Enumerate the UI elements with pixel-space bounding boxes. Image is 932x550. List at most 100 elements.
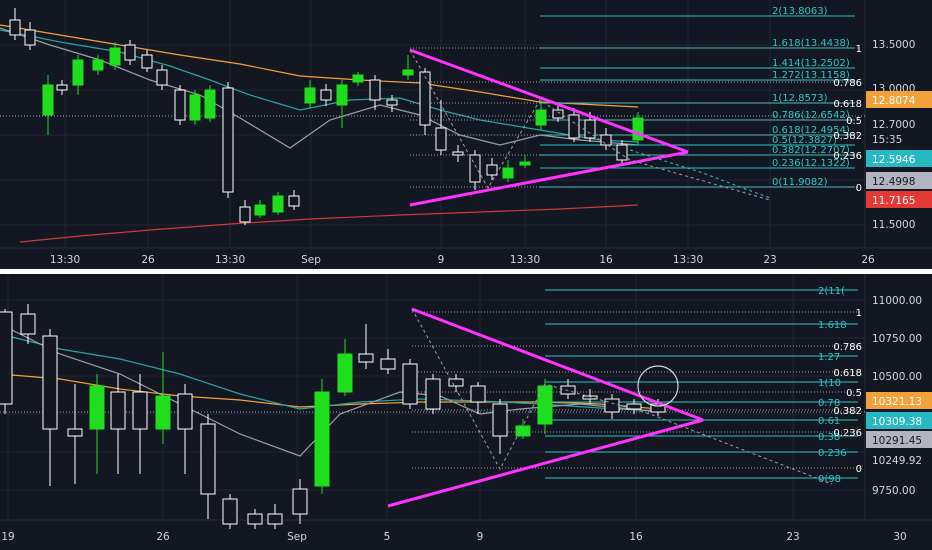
bottom-candle-body: [20, 313, 36, 335]
bottom-candle-body: [492, 403, 508, 437]
bottom-candle-body: [314, 391, 330, 487]
bottom-price-badge-text: 10309.38: [872, 416, 922, 428]
top-fib-ratio-label: 0.236: [833, 151, 862, 162]
top-candles: [9, 8, 644, 225]
top-fib-label: 1(12.8573): [772, 93, 828, 104]
pane-divider[interactable]: [0, 269, 932, 275]
bottom-triangle-pattern[interactable]: [387, 307, 704, 508]
top-candle-body: [42, 84, 54, 116]
top-zigzag-dashed: [409, 49, 771, 201]
top-candle-body: [402, 69, 414, 76]
bottom-time-label: 16: [629, 531, 643, 543]
bottom-price-badges: 10321.13 10309.38: [866, 392, 932, 429]
bottom-candle-body: [267, 513, 283, 525]
top-price-label: 13.5000: [872, 39, 915, 51]
top-candle-body: [502, 167, 514, 179]
top-fib-ratio-label: 0: [856, 183, 862, 194]
top-fib-label: 0(11.9082): [772, 177, 828, 188]
bottom-candle-body: [515, 425, 531, 437]
bottom-fib-label: 0.78: [818, 398, 840, 409]
bottom-candle-body: [582, 395, 598, 400]
top-price-badge: [866, 150, 932, 167]
bottom-candle-body: [292, 488, 308, 515]
top-price-badge: [866, 130, 932, 147]
bottom-fib-ratio-label: 1: [856, 308, 862, 319]
bottom-fib-ratio-label: 0: [856, 464, 862, 475]
top-fib-extension[interactable]: 2(13.8063) 1.618(13.4438) 1.414(13.2502)1.…: [410, 6, 862, 194]
top-candle-body: [552, 109, 564, 119]
top-candle-body: [141, 54, 153, 69]
top-price-badge-text: 12.8074: [872, 95, 916, 107]
bottom-time-label: 19: [1, 531, 14, 543]
bottom-candle-body: [0, 311, 13, 405]
top-candle-body: [222, 87, 234, 193]
top-price-label: 11.5000: [872, 219, 915, 231]
bottom-candle-body: [380, 358, 396, 370]
bottom-price-badge: [866, 431, 932, 448]
top-price-badge-text: 11.7165: [872, 195, 915, 207]
top-candle-body: [616, 144, 628, 161]
top-candle-body: [304, 87, 316, 104]
top-candle-body: [419, 71, 431, 126]
top-triangle-pattern[interactable]: [409, 48, 689, 207]
top-price-chart[interactable]: 2(13.8063) 1.618(13.4438) 1.414(13.2502)1.…: [0, 0, 932, 270]
top-fib-label: 0.786(12.6542): [772, 110, 850, 121]
bottom-price-chart[interactable]: 2(11(1.6181.271(100.780.610.380.2360(981…: [0, 274, 932, 550]
bottom-time-label: 9: [477, 531, 484, 543]
bottom-price-badge: [866, 412, 932, 429]
top-price-badge-text: 12.5946: [872, 154, 916, 166]
top-fib-label: 0.618(12.4954): [772, 125, 850, 136]
bottom-price-label: 11000.00: [872, 295, 922, 307]
bottom-price-axis[interactable]: 11000.00 10750.00 10500.00 10291.45 10249.92…: [866, 295, 932, 497]
top-price-badge: [866, 91, 932, 108]
top-price-badge-text: 15:35: [872, 134, 902, 146]
top-chart-pane[interactable]: 2(13.8063) 1.618(13.4438) 1.414(13.2502) 1.…: [0, 0, 932, 272]
top-candle-body: [156, 69, 168, 86]
top-time-axis[interactable]: 13:30 26 13:30 Sep 9 13:30 16 13:30 23 26: [50, 254, 875, 266]
bottom-candle-body: [560, 385, 576, 395]
bottom-candle-body: [425, 378, 441, 410]
bottom-fib-label: 1.618: [818, 320, 847, 331]
top-price-label: 12.7000: [872, 119, 915, 131]
top-candle-body: [535, 109, 547, 126]
top-fib-label: 1.272(13.1158): [772, 70, 850, 81]
top-candle-body: [336, 84, 348, 106]
bottom-candle-body: [132, 391, 148, 430]
bottom-candle-body: [110, 391, 126, 430]
top-time-label: 13:30: [215, 254, 245, 266]
top-fib-label: 0.5(12.3827): [772, 135, 837, 146]
top-candle-body: [519, 161, 531, 166]
bottom-chart-pane[interactable]: 2(11(1.618 1.27 1(10 0.78 0.61 0.38 0.236 0(98 1…: [0, 274, 932, 550]
top-price-badge: [866, 172, 932, 189]
bottom-fib-label: 0(98: [818, 474, 841, 485]
bottom-time-label: 23: [786, 531, 799, 543]
bottom-candle-body: [67, 428, 83, 437]
top-fib-label: 0.236(12.1322): [772, 158, 850, 169]
bottom-time-axis[interactable]: 19 26 Sep 5 9 16 23 30: [1, 531, 906, 543]
bottom-fib-label: 1.27: [818, 352, 840, 363]
top-candle-body: [254, 204, 266, 216]
bottom-circle-annotation[interactable]: [637, 365, 679, 407]
bottom-candle-body: [42, 335, 58, 430]
bottom-price-badge-text: 10321.13: [872, 396, 922, 408]
top-candle-body: [352, 74, 364, 83]
bottom-price-badge: [866, 392, 932, 409]
top-candle-body: [386, 99, 398, 106]
top-time-label: 13:30: [510, 254, 540, 266]
bottom-time-label: 26: [156, 531, 170, 543]
top-time-label: 26: [861, 254, 875, 266]
top-candle-body: [124, 44, 136, 61]
bottom-fib-label: 2(11(: [818, 286, 845, 297]
top-fib-ratio-label: 0.5: [846, 116, 862, 127]
top-candle-body: [568, 114, 580, 139]
top-time-label: Sep: [301, 254, 321, 266]
bottom-fib-label: 0.61: [818, 416, 840, 427]
bottom-candle-body: [448, 378, 464, 387]
top-fib-label: 2(13.8063): [772, 6, 828, 17]
top-candle-body: [469, 154, 481, 183]
bottom-fib-ratio-label: 0.5: [846, 388, 862, 399]
bottom-time-label: 30: [893, 531, 906, 543]
bottom-price-label: 10500.00: [872, 371, 922, 383]
bottom-price-badge: [866, 451, 932, 468]
top-time-label: 16: [599, 254, 613, 266]
